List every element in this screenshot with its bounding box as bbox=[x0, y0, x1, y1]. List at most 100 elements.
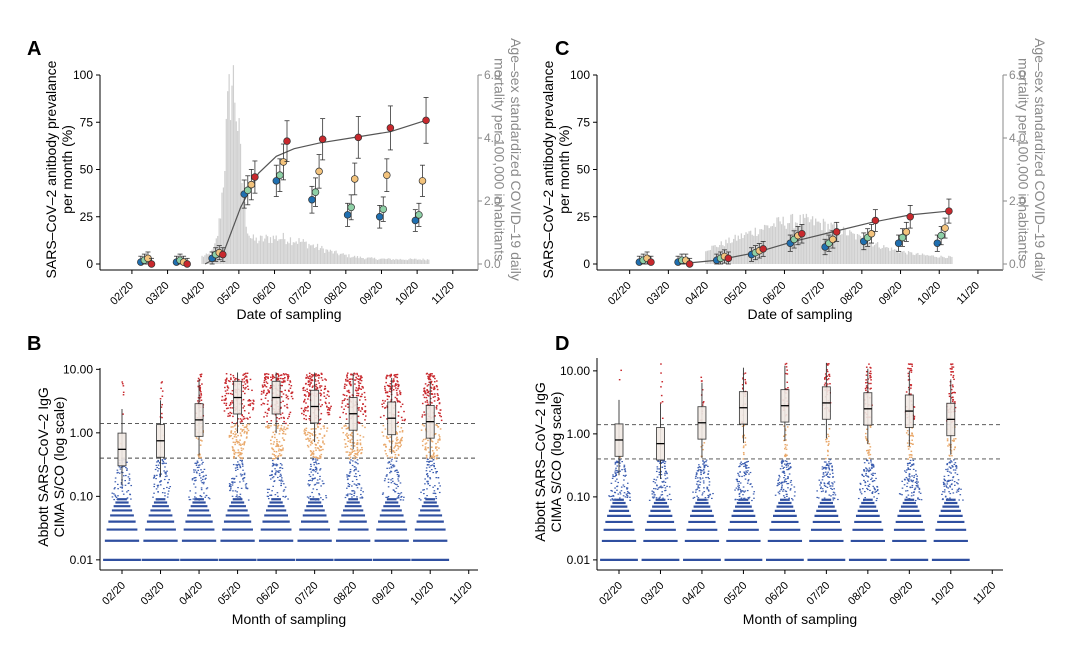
positive-point bbox=[439, 412, 441, 415]
negative-point bbox=[700, 469, 702, 471]
borderline-point bbox=[430, 455, 432, 458]
negative-point bbox=[628, 492, 631, 495]
positive-point bbox=[910, 367, 912, 370]
borderline-point bbox=[427, 439, 429, 442]
mortality-bar bbox=[708, 250, 710, 264]
negative-point bbox=[745, 470, 747, 472]
negative-point bbox=[911, 486, 914, 488]
borderline-point bbox=[784, 454, 786, 457]
positive-point bbox=[433, 387, 435, 390]
negative-point bbox=[195, 471, 198, 473]
negative-point bbox=[698, 464, 700, 466]
positive-point bbox=[386, 374, 388, 377]
positive-point bbox=[264, 377, 266, 379]
borderline-point bbox=[316, 456, 318, 459]
negative-point bbox=[745, 461, 748, 463]
positive-point bbox=[396, 399, 399, 401]
positive-point bbox=[224, 382, 227, 384]
negative-point bbox=[199, 464, 201, 466]
borderline-point bbox=[865, 437, 867, 440]
borderline-point bbox=[354, 452, 356, 455]
negative-point bbox=[314, 483, 317, 486]
negative-point bbox=[352, 460, 354, 462]
borderline-point bbox=[306, 444, 309, 447]
borderline-point bbox=[240, 444, 242, 446]
negative-point bbox=[947, 479, 950, 482]
borderline-point bbox=[276, 438, 278, 441]
negative-point bbox=[946, 463, 948, 466]
negative-point bbox=[831, 472, 834, 474]
negative-point bbox=[277, 458, 279, 460]
positive-point bbox=[865, 386, 868, 389]
borderline-point bbox=[237, 434, 239, 437]
negative-point bbox=[872, 485, 875, 487]
mortality-histogram bbox=[201, 65, 430, 265]
borderline-point bbox=[429, 457, 432, 459]
negative-point bbox=[269, 478, 272, 480]
negative-point bbox=[392, 464, 395, 466]
negative-point bbox=[864, 497, 866, 499]
mortality-bar bbox=[277, 240, 279, 264]
negative-point bbox=[911, 492, 913, 494]
positive-point bbox=[287, 375, 290, 378]
negative-point bbox=[908, 473, 911, 475]
negative-point bbox=[314, 471, 317, 473]
negative-point bbox=[957, 488, 960, 490]
negative-point bbox=[400, 492, 403, 494]
negative-point bbox=[915, 485, 918, 487]
positive-point bbox=[389, 388, 392, 390]
mortality-bar bbox=[728, 237, 730, 264]
y2-label-line-1: Age–sex standardized COVID–19 daily bbox=[508, 38, 524, 281]
borderline-point bbox=[947, 445, 949, 447]
borderline-point bbox=[345, 428, 348, 430]
negative-point bbox=[661, 481, 664, 483]
borderline-point bbox=[867, 454, 870, 456]
negative-point bbox=[201, 463, 203, 465]
negative-point bbox=[316, 463, 318, 465]
mortality-bar bbox=[943, 257, 945, 264]
negative-point bbox=[193, 471, 195, 473]
negative-point bbox=[743, 498, 745, 500]
positive-point bbox=[388, 390, 391, 393]
x-tick-label: 10/20 bbox=[393, 280, 421, 308]
negative-point bbox=[271, 477, 274, 479]
borderline-point bbox=[270, 425, 272, 427]
positive-point bbox=[908, 368, 911, 370]
positive-point bbox=[270, 376, 272, 378]
positive-point bbox=[318, 374, 321, 377]
negative-point bbox=[400, 496, 402, 498]
borderline-point bbox=[268, 426, 271, 429]
negative-point bbox=[697, 487, 700, 489]
negative-point bbox=[870, 459, 872, 461]
negative-point bbox=[164, 466, 166, 468]
borderline-point bbox=[385, 446, 387, 448]
negative-point bbox=[613, 491, 616, 493]
mortality-bar bbox=[924, 255, 927, 264]
negative-point bbox=[236, 491, 239, 493]
negative-point bbox=[438, 491, 441, 494]
negative-point bbox=[857, 497, 860, 500]
negative-point bbox=[954, 472, 957, 474]
negative-point bbox=[830, 487, 832, 490]
negative-point bbox=[621, 469, 623, 471]
positive-point bbox=[270, 405, 273, 408]
borderline-point bbox=[243, 432, 246, 434]
negative-point bbox=[235, 469, 237, 472]
borderline-point bbox=[311, 442, 314, 445]
mortality-bar bbox=[281, 239, 283, 264]
negative-point bbox=[909, 486, 912, 488]
negative-point bbox=[164, 458, 166, 460]
borderline-point bbox=[784, 443, 787, 446]
positive-point bbox=[700, 380, 703, 382]
positive-point bbox=[239, 421, 242, 423]
negative-point bbox=[360, 493, 362, 496]
negative-point bbox=[908, 475, 910, 477]
positive-point bbox=[907, 367, 909, 370]
x-tick-label: 03/20 bbox=[144, 280, 172, 308]
mortality-bar bbox=[291, 245, 293, 264]
positive-point bbox=[288, 413, 291, 415]
mortality-bar bbox=[328, 251, 330, 264]
borderline-point bbox=[427, 446, 430, 449]
borderline-point bbox=[239, 432, 242, 434]
negative-point bbox=[233, 478, 235, 480]
